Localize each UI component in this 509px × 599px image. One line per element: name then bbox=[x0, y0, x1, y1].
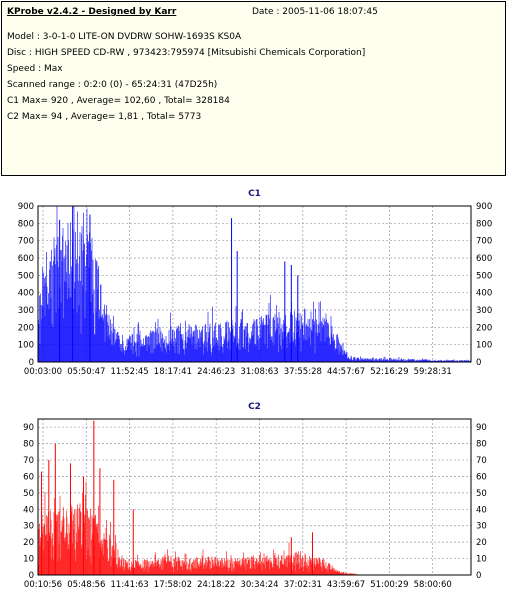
chart-title: C2 bbox=[248, 402, 261, 412]
y-tick-label-left: 600 bbox=[18, 254, 34, 264]
y-tick-label-left: 100 bbox=[18, 341, 34, 351]
y-tick-label-right: 800 bbox=[476, 219, 492, 229]
x-tick-label: 00:03:00 bbox=[24, 367, 62, 377]
y-tick-label-left: 40 bbox=[23, 505, 34, 515]
x-tick-label: 11:41:63 bbox=[111, 580, 149, 590]
x-tick-label: 18:17:41 bbox=[154, 367, 192, 377]
y-tick-label-left: 60 bbox=[23, 472, 34, 482]
y-tick-label-left: 30 bbox=[23, 522, 34, 532]
x-tick-label: 59:28:31 bbox=[414, 367, 452, 377]
y-tick-label-left: 500 bbox=[18, 271, 34, 281]
y-tick-label-right: 10 bbox=[476, 555, 487, 565]
y-tick-label-left: 800 bbox=[18, 219, 34, 229]
x-tick-label: 24:46:23 bbox=[197, 367, 235, 377]
y-tick-label-left: 300 bbox=[18, 306, 34, 316]
y-tick-label-right: 20 bbox=[476, 538, 487, 548]
x-tick-label: 52:16:29 bbox=[370, 367, 408, 377]
x-tick-label: 05:50:47 bbox=[67, 367, 105, 377]
x-tick-label: 00:10:56 bbox=[24, 580, 62, 590]
y-tick-label-right: 200 bbox=[476, 323, 492, 333]
x-tick-label: 31:08:63 bbox=[240, 367, 278, 377]
speed-line: Speed : Max bbox=[7, 64, 63, 74]
y-tick-label-right: 0 bbox=[476, 571, 481, 581]
y-tick-label-left: 90 bbox=[23, 423, 34, 433]
c2-summary-line: C2 Max= 94 , Average= 1,81 , Total= 5773 bbox=[7, 112, 202, 122]
x-tick-label: 37:02:31 bbox=[284, 580, 322, 590]
c2-chart: C2 0 0 10 10 20 20 30 30 40 40 50 50 60 60 70 70 80 80 90 90… bbox=[23, 402, 487, 590]
chart-title: C1 bbox=[248, 189, 261, 199]
x-tick-label: 24:18:22 bbox=[197, 580, 235, 590]
y-tick-label-left: 400 bbox=[18, 289, 34, 299]
y-tick-label-right: 90 bbox=[476, 423, 487, 433]
c1-summary-line: C1 Max= 920 , Average= 102,60 , Total= 3… bbox=[7, 96, 230, 106]
y-tick-label-left: 80 bbox=[23, 440, 34, 450]
y-tick-label-right: 0 bbox=[476, 358, 481, 368]
y-tick-label-left: 70 bbox=[23, 456, 34, 466]
y-tick-label-right: 500 bbox=[476, 271, 492, 281]
y-tick-label-left: 900 bbox=[18, 202, 34, 212]
y-tick-label-left: 200 bbox=[18, 323, 34, 333]
y-tick-label-left: 10 bbox=[23, 555, 34, 565]
y-tick-label-right: 900 bbox=[476, 202, 492, 212]
x-tick-label: 30:34:24 bbox=[240, 580, 278, 590]
x-tick-label: 11:52:45 bbox=[111, 367, 149, 377]
disc-line: Disc : HIGH SPEED CD-RW , 973423:795974 … bbox=[7, 48, 366, 58]
y-tick-label-left: 0 bbox=[29, 571, 34, 581]
x-tick-label: 17:58:02 bbox=[154, 580, 192, 590]
y-tick-label-right: 80 bbox=[476, 440, 487, 450]
x-tick-label: 43:59:67 bbox=[327, 580, 365, 590]
y-tick-label-right: 70 bbox=[476, 456, 487, 466]
y-tick-label-right: 100 bbox=[476, 341, 492, 351]
y-tick-label-right: 400 bbox=[476, 289, 492, 299]
y-tick-label-right: 700 bbox=[476, 237, 492, 247]
series-bars bbox=[37, 420, 363, 575]
y-tick-label-right: 300 bbox=[476, 306, 492, 316]
info-panel: KProbe v2.4.2 - Designed by Karr Date : … bbox=[1, 1, 506, 176]
y-tick-label-left: 0 bbox=[29, 358, 34, 368]
app-title: KProbe v2.4.2 - Designed by Karr bbox=[7, 7, 177, 17]
x-tick-label: 44:57:67 bbox=[327, 367, 365, 377]
plot-area bbox=[38, 206, 471, 362]
y-tick-label-right: 50 bbox=[476, 489, 487, 499]
y-tick-label-right: 30 bbox=[476, 522, 487, 532]
y-tick-label-right: 600 bbox=[476, 254, 492, 264]
x-tick-label: 58:00:60 bbox=[414, 580, 452, 590]
x-tick-label: 51:00:29 bbox=[370, 580, 408, 590]
x-tick-label: 05:48:56 bbox=[67, 580, 105, 590]
y-tick-label-right: 40 bbox=[476, 505, 487, 515]
scan-date: Date : 2005-11-06 18:07:45 bbox=[252, 7, 378, 17]
y-tick-label-left: 700 bbox=[18, 237, 34, 247]
model-line: Model : 3-0-1-0 LITE-ON DVDRW SOHW-1693S… bbox=[7, 32, 242, 42]
y-tick-label-right: 60 bbox=[476, 472, 487, 482]
y-tick-label-left: 50 bbox=[23, 489, 34, 499]
plot-frame bbox=[37, 205, 472, 363]
x-tick-label: 37:55:28 bbox=[284, 367, 322, 377]
plot-frame bbox=[37, 418, 472, 576]
scanned-range-line: Scanned range : 0:2:0 (0) - 65:24:31 (47… bbox=[7, 80, 218, 90]
y-tick-label-left: 20 bbox=[23, 538, 34, 548]
c1-chart: C1 0 0 100 100 200 200 300 300 400 400 500 500 600 600… bbox=[18, 189, 492, 377]
